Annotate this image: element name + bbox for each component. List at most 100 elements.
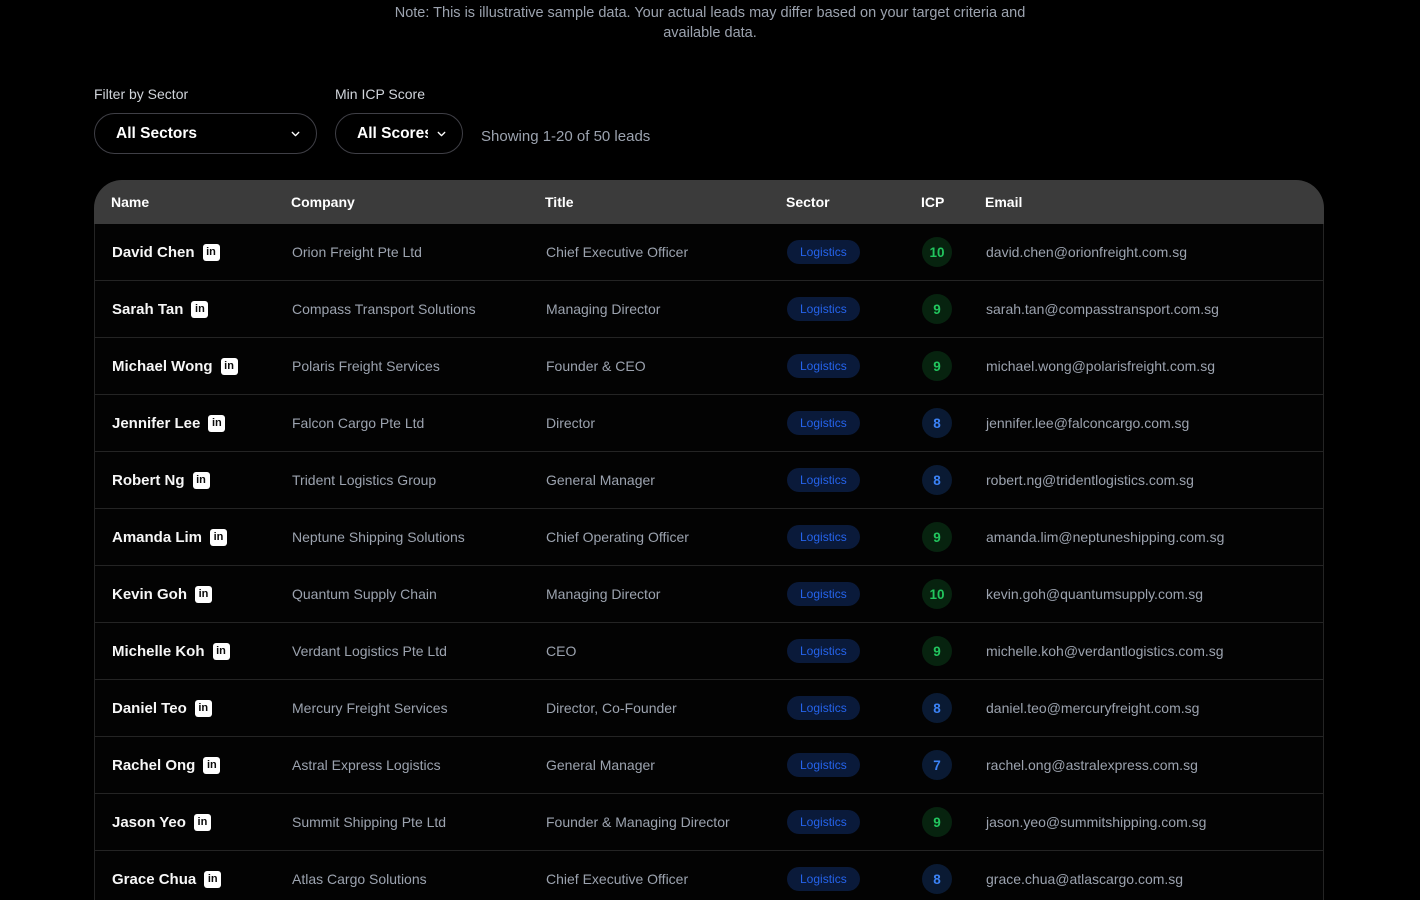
lead-email: michelle.koh@verdantlogistics.com.sg <box>986 643 1224 659</box>
lead-title: Director, Co-Founder <box>546 700 677 716</box>
lead-title: CEO <box>546 643 577 659</box>
leads-table: Name Company Title Sector ICP Email Davi… <box>94 180 1324 900</box>
lead-title: Chief Executive Officer <box>546 871 689 887</box>
linkedin-icon[interactable]: in <box>220 357 238 375</box>
lead-name: Jason Yeo <box>112 813 186 831</box>
column-header-name: Name <box>111 194 150 210</box>
sector-badge: Logistics <box>787 296 860 322</box>
lead-name: Sarah Tan <box>112 300 184 318</box>
lead-name: Grace Chua <box>112 870 197 888</box>
lead-name: Daniel Teo <box>112 699 187 717</box>
table-row: Daniel Teo in Mercury Freight Services D… <box>95 680 1323 737</box>
linkedin-icon[interactable]: in <box>195 585 213 603</box>
linkedin-icon[interactable]: in <box>193 813 211 831</box>
lead-title: Chief Operating Officer <box>546 529 689 545</box>
linkedin-icon[interactable]: in <box>210 528 228 546</box>
lead-email: daniel.teo@mercuryfreight.com.sg <box>986 700 1200 716</box>
lead-company: Mercury Freight Services <box>292 700 448 716</box>
lead-email: jason.yeo@summitshipping.com.sg <box>986 814 1207 830</box>
linkedin-icon[interactable]: in <box>212 642 230 660</box>
lead-name: Jennifer Lee <box>112 414 201 432</box>
lead-name: David Chen <box>112 243 195 261</box>
icp-score-badge: 10 <box>922 579 952 609</box>
column-header-email: Email <box>985 194 1023 210</box>
icp-score-badge: 9 <box>922 294 952 324</box>
sector-badge: Logistics <box>787 524 860 550</box>
lead-name: Rachel Ong <box>112 756 196 774</box>
lead-company: Neptune Shipping Solutions <box>292 529 465 545</box>
sector-badge: Logistics <box>787 239 860 265</box>
lead-email: michael.wong@polarisfreight.com.sg <box>986 358 1215 374</box>
lead-company: Atlas Cargo Solutions <box>292 871 427 887</box>
lead-title: Chief Executive Officer <box>546 244 689 260</box>
lead-title: Founder & Managing Director <box>546 814 730 830</box>
table-row: Rachel Ong in Astral Express Logistics G… <box>95 737 1323 794</box>
column-header-company: Company <box>291 194 355 210</box>
lead-email: david.chen@orionfreight.com.sg <box>986 244 1187 260</box>
sample-data-note: Note: This is illustrative sample data. … <box>394 5 1026 41</box>
sector-badge: Logistics <box>787 752 860 778</box>
icp-score-badge: 8 <box>922 864 952 894</box>
lead-email: sarah.tan@compasstransport.com.sg <box>986 301 1219 317</box>
lead-email: jennifer.lee@falconcargo.com.sg <box>986 415 1190 431</box>
icp-score-badge: 9 <box>922 351 952 381</box>
lead-company: Trident Logistics Group <box>292 472 437 488</box>
lead-company: Polaris Freight Services <box>292 358 440 374</box>
lead-email: robert.ng@tridentlogistics.com.sg <box>986 472 1194 488</box>
table-row: Jason Yeo in Summit Shipping Pte Ltd Fou… <box>95 794 1323 851</box>
lead-email: grace.chua@atlascargo.com.sg <box>986 871 1184 887</box>
sector-badge: Logistics <box>787 410 860 436</box>
linkedin-icon[interactable]: in <box>194 699 212 717</box>
lead-title: General Manager <box>546 757 655 773</box>
sector-badge: Logistics <box>787 581 860 607</box>
column-header-icp: ICP <box>921 194 945 210</box>
lead-title: Managing Director <box>546 586 661 602</box>
table-row: Robert Ng in Trident Logistics Group Gen… <box>95 452 1323 509</box>
icp-score-badge: 9 <box>922 636 952 666</box>
linkedin-icon[interactable]: in <box>208 414 226 432</box>
icp-score-badge: 7 <box>922 750 952 780</box>
linkedin-icon[interactable]: in <box>202 243 220 261</box>
icp-score-badge: 8 <box>922 408 952 438</box>
linkedin-icon[interactable]: in <box>204 870 222 888</box>
lead-company: Summit Shipping Pte Ltd <box>292 814 447 830</box>
lead-name: Amanda Lim <box>112 528 203 546</box>
icp-score-badge: 8 <box>922 465 952 495</box>
lead-company: Astral Express Logistics <box>292 757 441 773</box>
table-row: Michelle Koh in Verdant Logistics Pte Lt… <box>95 623 1323 680</box>
icp-filter-dropdown[interactable]: All Scores <box>336 114 462 153</box>
sector-filter-dropdown[interactable]: All Sectors <box>95 114 316 153</box>
sector-badge: Logistics <box>787 695 860 721</box>
table-body: David Chen in Orion Freight Pte Ltd Chie… <box>94 224 1324 900</box>
lead-name: Michelle Koh <box>112 642 205 660</box>
table-row: Grace Chua in Atlas Cargo Solutions Chie… <box>95 851 1323 900</box>
sector-badge: Logistics <box>787 638 860 664</box>
table-row: Sarah Tan in Compass Transport Solutions… <box>95 281 1323 338</box>
lead-company: Compass Transport Solutions <box>292 301 476 317</box>
lead-company: Quantum Supply Chain <box>292 586 437 602</box>
filters-bar: Filter by Sector All Sectors Min ICP Sco… <box>94 86 1420 154</box>
lead-company: Verdant Logistics Pte Ltd <box>292 643 447 659</box>
lead-email: kevin.goh@quantumsupply.com.sg <box>986 586 1204 602</box>
lead-name: Robert Ng <box>112 471 185 489</box>
icp-filter-select[interactable]: All Scores <box>335 113 463 154</box>
table-header: Name Company Title Sector ICP Email <box>94 180 1324 224</box>
sector-badge: Logistics <box>787 353 860 379</box>
lead-name: Kevin Goh <box>112 585 188 603</box>
icp-filter-label: Min ICP Score <box>335 86 425 102</box>
lead-company: Orion Freight Pte Ltd <box>292 244 422 260</box>
linkedin-icon[interactable]: in <box>203 756 221 774</box>
linkedin-icon[interactable]: in <box>192 471 210 489</box>
icp-score-badge: 9 <box>922 807 952 837</box>
lead-company: Falcon Cargo Pte Ltd <box>292 415 425 431</box>
sector-filter-label: Filter by Sector <box>94 86 189 102</box>
sector-filter-select[interactable]: All Sectors <box>94 113 317 154</box>
lead-title: Founder & CEO <box>546 358 646 374</box>
sector-badge: Logistics <box>787 866 860 892</box>
icp-score-badge: 8 <box>922 693 952 723</box>
lead-email: amanda.lim@neptuneshipping.com.sg <box>986 529 1225 545</box>
table-row: Amanda Lim in Neptune Shipping Solutions… <box>95 509 1323 566</box>
linkedin-icon[interactable]: in <box>191 300 209 318</box>
sector-badge: Logistics <box>787 467 860 493</box>
table-row: Kevin Goh in Quantum Supply Chain Managi… <box>95 566 1323 623</box>
